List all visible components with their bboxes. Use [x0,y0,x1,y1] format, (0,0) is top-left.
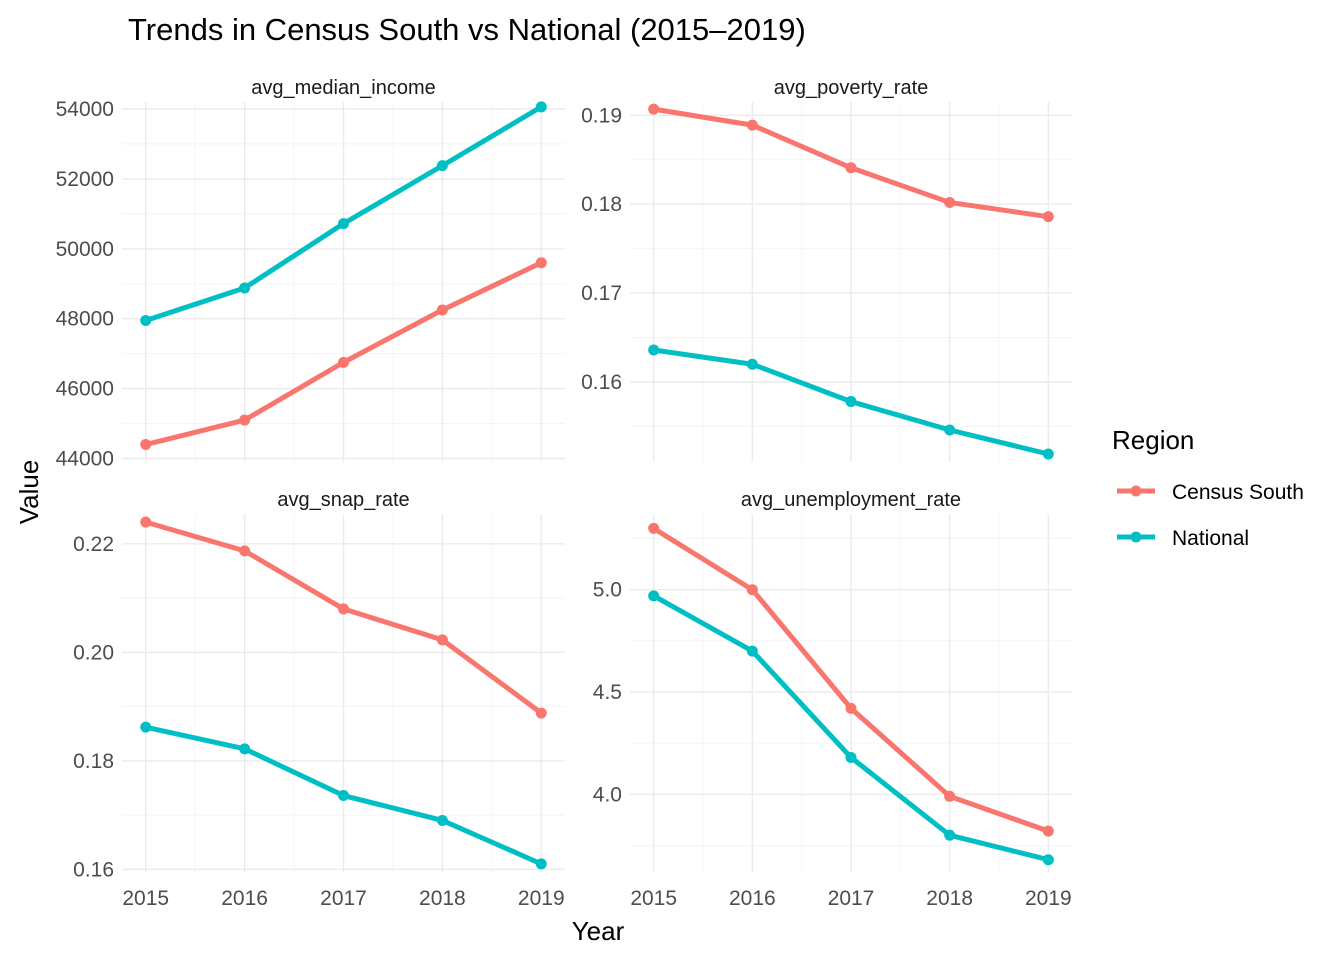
y-tick-label: 54000 [56,98,114,121]
x-tick-label: 2016 [221,887,268,910]
data-point-census-south [845,702,857,714]
data-point-census-south [239,545,251,557]
data-point-national [746,645,758,657]
data-point-national [140,314,152,326]
y-tick-label: 46000 [56,378,114,401]
data-point-national [1042,448,1054,460]
y-tick-label: 4.0 [593,783,622,806]
data-point-census-south [338,356,349,368]
legend-key-point [1130,531,1142,543]
y-tick-label: 52000 [56,168,114,191]
data-point-census-south [239,414,251,426]
data-point-census-south [140,439,152,451]
data-point-census-south [436,634,448,646]
y-tick-label: 4.5 [593,681,622,704]
data-point-census-south [140,516,152,528]
data-point-national [648,344,660,356]
panel-avg-median-income: 44000 46000 48000 50000 52000 54000 avg_median… [56,77,565,471]
legend-key-point [1130,485,1142,497]
data-point-national [140,721,152,733]
x-tick-label: 2015 [122,887,169,910]
data-point-national [436,160,448,172]
y-axis-title: Value [14,460,44,525]
x-tick-label: 2016 [729,887,776,910]
chart-title: Trends in Census South vs National (2015… [128,12,806,47]
data-point-census-south [944,790,956,802]
y-tick-label: 0.19 [581,104,622,127]
y-tick-label: 44000 [56,448,114,471]
data-point-national [338,218,349,230]
y-tick-label: 5.0 [593,579,622,602]
facet-label: avg_median_income [251,77,436,99]
data-point-census-south [845,162,857,174]
legend-label-census-south: Census South [1172,481,1304,504]
data-point-national [535,858,547,870]
y-tick-label: 0.16 [581,371,622,394]
x-tick-label: 2015 [630,887,677,910]
data-point-census-south [535,707,547,719]
y-tick-label: 48000 [56,308,114,331]
data-point-national [845,751,857,763]
legend: Region Census South National [1112,425,1304,550]
data-point-census-south [1042,211,1054,223]
x-tick-label: 2019 [1025,887,1072,910]
legend-title: Region [1112,425,1194,455]
data-point-census-south [535,257,547,269]
y-tick-label: 0.18 [73,750,114,773]
data-point-national [944,829,956,841]
panel-avg-poverty-rate: 0.16 0.17 0.18 0.19 avg_poverty_rate [581,77,1072,462]
facet-label: avg_snap_rate [277,489,409,511]
data-point-census-south [648,103,660,115]
data-point-census-south [338,603,349,615]
y-tick-label: 0.22 [73,533,114,556]
y-tick-label: 0.18 [581,193,622,216]
data-point-census-south [436,304,448,316]
x-axis-title: Year [572,916,625,946]
data-point-national [436,814,448,826]
data-point-national [535,101,547,113]
data-point-national [338,790,349,802]
data-point-national [845,396,857,408]
legend-label-national: National [1172,527,1249,550]
data-point-national [944,424,956,436]
data-point-national [746,358,758,370]
panel-avg-snap-rate: 0.16 0.18 0.20 0.22 avg_snap_rate 2015 2016 201… [73,489,565,910]
panel-avg-unemployment-rate: 4.0 4.5 5.0 avg_unemployment_rate 2015 2016 20… [593,489,1072,910]
facet-panels: 44000 46000 48000 50000 52000 54000 avg_median… [56,77,1072,910]
facet-label: avg_poverty_rate [774,77,929,99]
facet-label: avg_unemployment_rate [741,489,961,511]
data-point-census-south [648,522,660,534]
x-tick-label: 2017 [828,887,875,910]
y-tick-label: 0.17 [581,282,622,305]
x-tick-label: 2018 [926,887,973,910]
data-point-census-south [944,196,956,208]
x-tick-label: 2018 [419,887,466,910]
y-tick-label: 0.16 [73,858,114,881]
data-point-national [648,590,660,602]
x-tick-label: 2017 [320,887,367,910]
data-point-national [239,743,251,755]
y-tick-label: 50000 [56,238,114,261]
data-point-census-south [1042,825,1054,837]
data-point-census-south [746,584,758,596]
data-point-national [239,282,251,294]
data-point-national [1042,854,1054,866]
data-point-census-south [746,119,758,131]
y-tick-label: 0.20 [73,641,114,664]
x-tick-label: 2019 [518,887,565,910]
